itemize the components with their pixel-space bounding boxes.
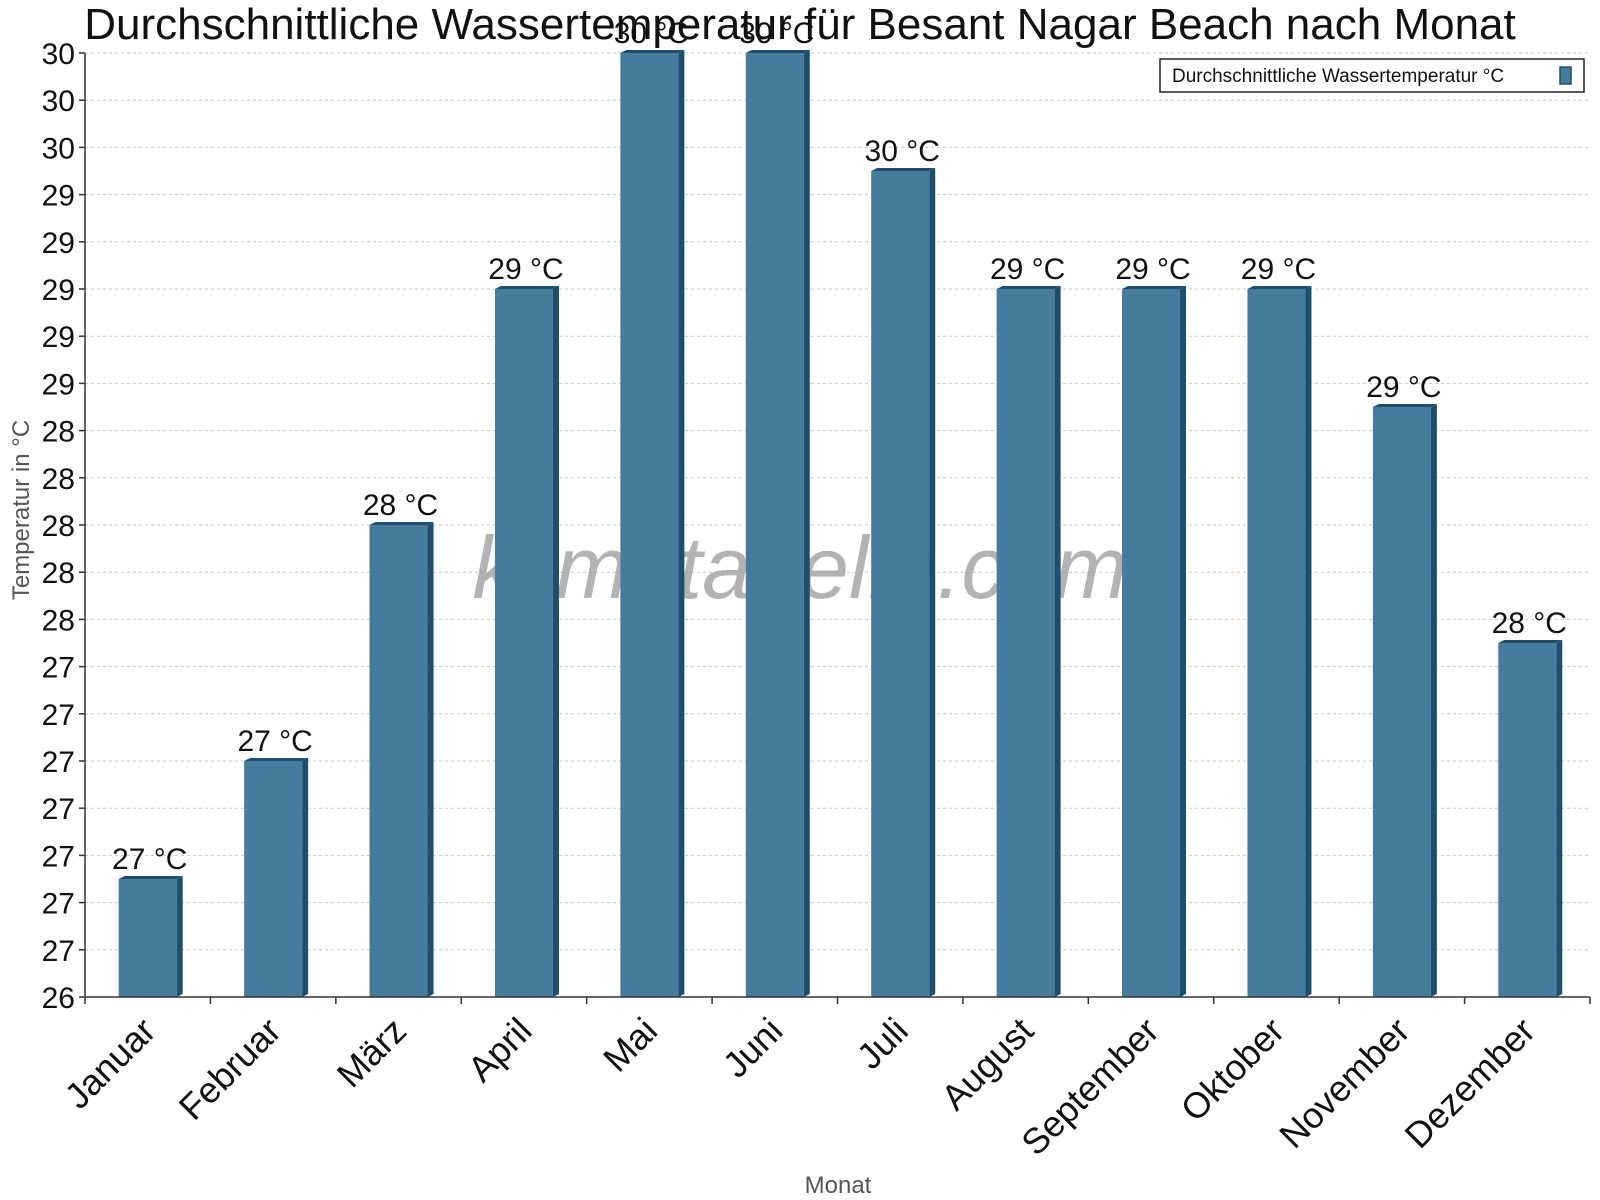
bar-side [678, 50, 685, 997]
bar-side [552, 286, 559, 997]
bar [996, 289, 1055, 997]
bar-side [427, 522, 434, 997]
y-tick-label: 28 [42, 557, 75, 590]
y-tick-label: 30 [42, 132, 75, 165]
y-tick-label: 28 [42, 604, 75, 637]
bar-side [1054, 286, 1061, 997]
x-tick-label: Juni [715, 1010, 791, 1086]
y-axis-title: Temperatur in °C [8, 420, 35, 600]
data-label: 27 °C [112, 843, 187, 876]
legend-swatch [1559, 66, 1572, 85]
data-label: 29 °C [488, 253, 563, 286]
bar-side [302, 758, 309, 997]
bar-side [929, 168, 936, 997]
data-label: 27 °C [237, 725, 312, 758]
bar [871, 171, 930, 997]
bar [369, 525, 428, 997]
x-tick-label: April [460, 1010, 540, 1090]
legend-box [1159, 58, 1585, 93]
bar-side [803, 50, 810, 997]
legend: Durchschnittliche Wassertemperatur °C [1159, 58, 1585, 93]
chart-title: Durchschnittliche Wassertemperatur für B… [84, 0, 1516, 49]
y-tick-label: 27 [42, 699, 75, 732]
bar-side [176, 876, 183, 997]
bar-top [118, 876, 183, 879]
x-tick-label: Mai [595, 1010, 665, 1080]
bar-top [1498, 640, 1563, 643]
bar-side [1180, 286, 1187, 997]
y-tick-label: 27 [42, 935, 75, 968]
y-tick-label: 30 [42, 85, 75, 118]
bar [745, 53, 804, 997]
y-tick-label: 27 [42, 652, 75, 685]
bar-top [494, 286, 559, 289]
bar-top [1247, 286, 1312, 289]
y-tick-label: 27 [42, 793, 75, 826]
x-tick-label: Februar [171, 1010, 289, 1128]
y-tick-label: 29 [42, 227, 75, 260]
bar-top [996, 286, 1061, 289]
x-tick-label: Oktober [1173, 1010, 1293, 1130]
x-tick-label: Januar [57, 1010, 164, 1117]
y-tick-label: 29 [42, 180, 75, 213]
y-tick-label: 29 [42, 368, 75, 401]
bar-side [1556, 640, 1563, 997]
x-tick-label: November [1271, 1010, 1417, 1156]
x-tick-label: September [1013, 1010, 1167, 1164]
y-tick-label: 28 [42, 416, 75, 449]
y-tick-label: 26 [42, 982, 75, 1015]
bar-side [1430, 404, 1437, 997]
gridlines [85, 52, 1590, 951]
bar [118, 879, 177, 997]
bar-top [369, 522, 434, 525]
data-label: 29 °C [1241, 253, 1316, 286]
bar-top [1372, 404, 1437, 407]
legend-label: Durchschnittliche Wassertemperatur °C [1172, 66, 1504, 87]
bar [1122, 289, 1181, 997]
data-labels: 27 °C 27 °C 28 °C 29 °C 30 °C 30 °C 30 °C 29 °C… [112, 17, 1567, 876]
x-tick-label: August [933, 1010, 1041, 1118]
bar-top [745, 50, 810, 53]
data-label: 30 °C [865, 135, 940, 168]
data-label: 30 °C [739, 17, 814, 50]
y-tick-label: 29 [42, 321, 75, 354]
y-tick-label: 27 [42, 840, 75, 873]
bar [244, 761, 303, 997]
data-label: 29 °C [1366, 371, 1441, 404]
bar-top [620, 50, 685, 53]
x-tick-label: Juli [849, 1010, 916, 1077]
y-tick-label: 29 [42, 274, 75, 307]
bar [494, 289, 553, 997]
bar-side [1305, 286, 1312, 997]
bar [1247, 289, 1306, 997]
bar-top [244, 758, 309, 761]
y-tick-label: 27 [42, 888, 75, 921]
bar [620, 53, 679, 997]
bars [118, 50, 1563, 997]
bar-top [1122, 286, 1187, 289]
y-tick-label: 28 [42, 463, 75, 496]
x-tick-label: Dezember [1397, 1010, 1543, 1156]
data-label: 28 °C [1492, 607, 1567, 640]
bar-top [871, 168, 936, 171]
x-axis-title: Monat [805, 1172, 872, 1199]
data-label: 29 °C [1115, 253, 1190, 286]
data-label: 30 °C [614, 17, 689, 50]
bar [1372, 407, 1431, 997]
y-tick-label: 30 [42, 38, 75, 71]
y-tick-label: 28 [42, 510, 75, 543]
data-label: 28 °C [363, 489, 438, 522]
y-tick-label: 27 [42, 746, 75, 779]
data-label: 29 °C [990, 253, 1065, 286]
bar [1498, 643, 1557, 997]
x-tick-label: März [329, 1010, 415, 1096]
